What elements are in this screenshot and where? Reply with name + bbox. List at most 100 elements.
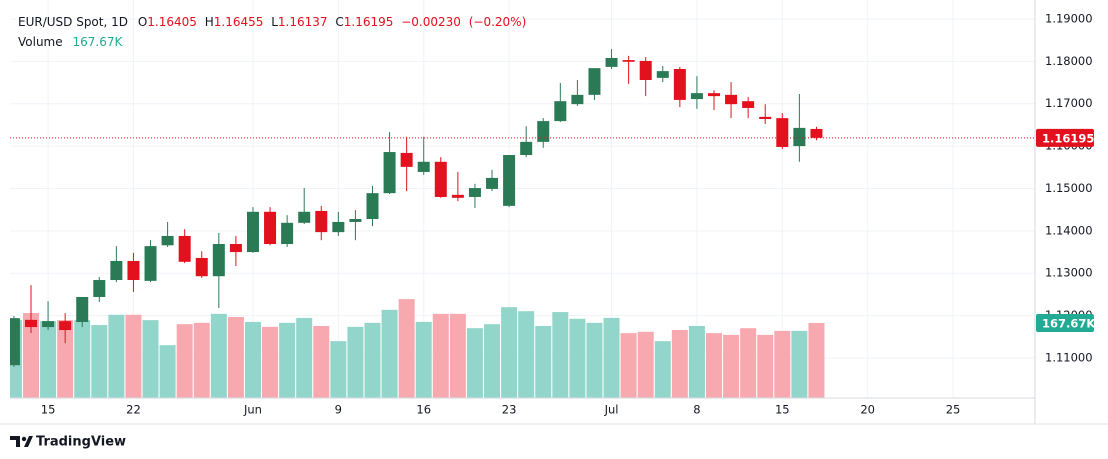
candle-body [673, 68, 686, 100]
header-volume: Volume 167.67K [18, 35, 123, 49]
candle-body [571, 94, 584, 105]
volume-bar [740, 328, 757, 398]
candle-body [776, 118, 789, 147]
x-tick-label: 23 [502, 403, 517, 417]
candle-body [622, 60, 635, 62]
candle-body [503, 155, 516, 206]
candle-body [520, 141, 533, 156]
close-label: C [335, 15, 343, 29]
volume-title: Volume [18, 35, 63, 49]
x-tick-label: Jun [243, 403, 262, 417]
candle-body [451, 194, 464, 198]
volume-bar [313, 325, 330, 398]
candle-body [264, 211, 277, 245]
volume-bar [159, 345, 176, 398]
volume-bar [23, 312, 40, 398]
volume-bar [671, 329, 688, 398]
volume-bar [262, 326, 279, 398]
candle-body [554, 101, 567, 122]
last-volume-box [1036, 313, 1094, 332]
volume-bar [347, 326, 364, 398]
y-tick-label: 1.18000 [1045, 54, 1093, 68]
x-tick-label: 15 [41, 403, 56, 417]
x-tick-label: 22 [126, 403, 141, 417]
volume-bar [330, 341, 347, 398]
last-price-label: 1.16195 [1042, 131, 1094, 145]
candle-body [315, 210, 328, 233]
volume-bar [364, 322, 381, 398]
volume-bar [74, 320, 91, 398]
volume-bar [654, 341, 671, 398]
logo-icon [10, 436, 33, 447]
high-label: H [205, 15, 214, 29]
candle-body [298, 211, 311, 223]
change: −0.00230 [401, 15, 461, 29]
candle-body [281, 222, 294, 245]
volume-bar [637, 331, 654, 398]
x-tick-label: 20 [860, 403, 875, 417]
volume-bar [552, 312, 569, 398]
volume-bar [210, 313, 227, 398]
volume-bar [40, 321, 57, 398]
volume-bar [296, 317, 313, 398]
open-label: O [138, 15, 147, 29]
candle-body [110, 260, 123, 281]
branding: TradingView [10, 435, 126, 450]
volume-bar [415, 321, 432, 398]
y-tick-label: 1.19000 [1045, 11, 1093, 25]
candle-body [588, 68, 601, 95]
x-tick-label: 16 [416, 403, 431, 417]
candle-body [332, 221, 345, 233]
volume-bar [432, 313, 449, 398]
candle-body [178, 235, 191, 262]
change-percent: (−0.20%) [469, 15, 527, 29]
candle-body [759, 116, 772, 119]
volume-bar [484, 324, 501, 398]
logo-dot [21, 436, 27, 442]
volume-bar [808, 322, 825, 398]
candle-body [349, 219, 362, 222]
candle-body [383, 152, 396, 194]
plot-area [10, 49, 1035, 398]
volume-bar [398, 299, 415, 398]
volume-bar [791, 330, 808, 398]
volume-bar [227, 316, 244, 398]
candle-body [434, 161, 447, 197]
candle-body [195, 257, 208, 277]
candle-body [25, 319, 38, 328]
y-tick-label: 1.13000 [1045, 266, 1093, 280]
candle-body [639, 60, 652, 81]
candle-body [229, 244, 242, 253]
volume-bar [193, 322, 210, 398]
x-tick-label: 8 [693, 403, 700, 417]
candle-body [690, 93, 703, 100]
candle-body [59, 321, 72, 331]
brand-name: TradingView [36, 435, 126, 450]
volume-bar [688, 325, 705, 398]
candle-body [93, 280, 106, 297]
candle-body [76, 296, 89, 322]
volume-value: 167.67K [72, 35, 123, 49]
x-tick-label: 9 [335, 403, 342, 417]
candle-body [605, 57, 618, 67]
volume-bar [705, 333, 722, 398]
candle-body [793, 127, 806, 147]
volume-bar [279, 322, 296, 398]
volume-bar [774, 330, 791, 398]
candle-body [42, 321, 55, 328]
x-tick-label: 15 [775, 403, 790, 417]
volume-bar [381, 309, 398, 398]
volume-bar [723, 334, 740, 398]
volume-bar [125, 314, 142, 398]
candle-body [400, 152, 413, 167]
candle-body [742, 101, 755, 108]
y-tick-label: 1.14000 [1045, 223, 1093, 237]
candle-body [417, 161, 430, 172]
volume-bar [176, 324, 193, 398]
low-label: L [271, 15, 278, 29]
candle-body [486, 177, 499, 189]
volume-bar [603, 317, 620, 398]
volume-bar [586, 322, 603, 398]
close-value: 1.16195 [344, 15, 394, 29]
